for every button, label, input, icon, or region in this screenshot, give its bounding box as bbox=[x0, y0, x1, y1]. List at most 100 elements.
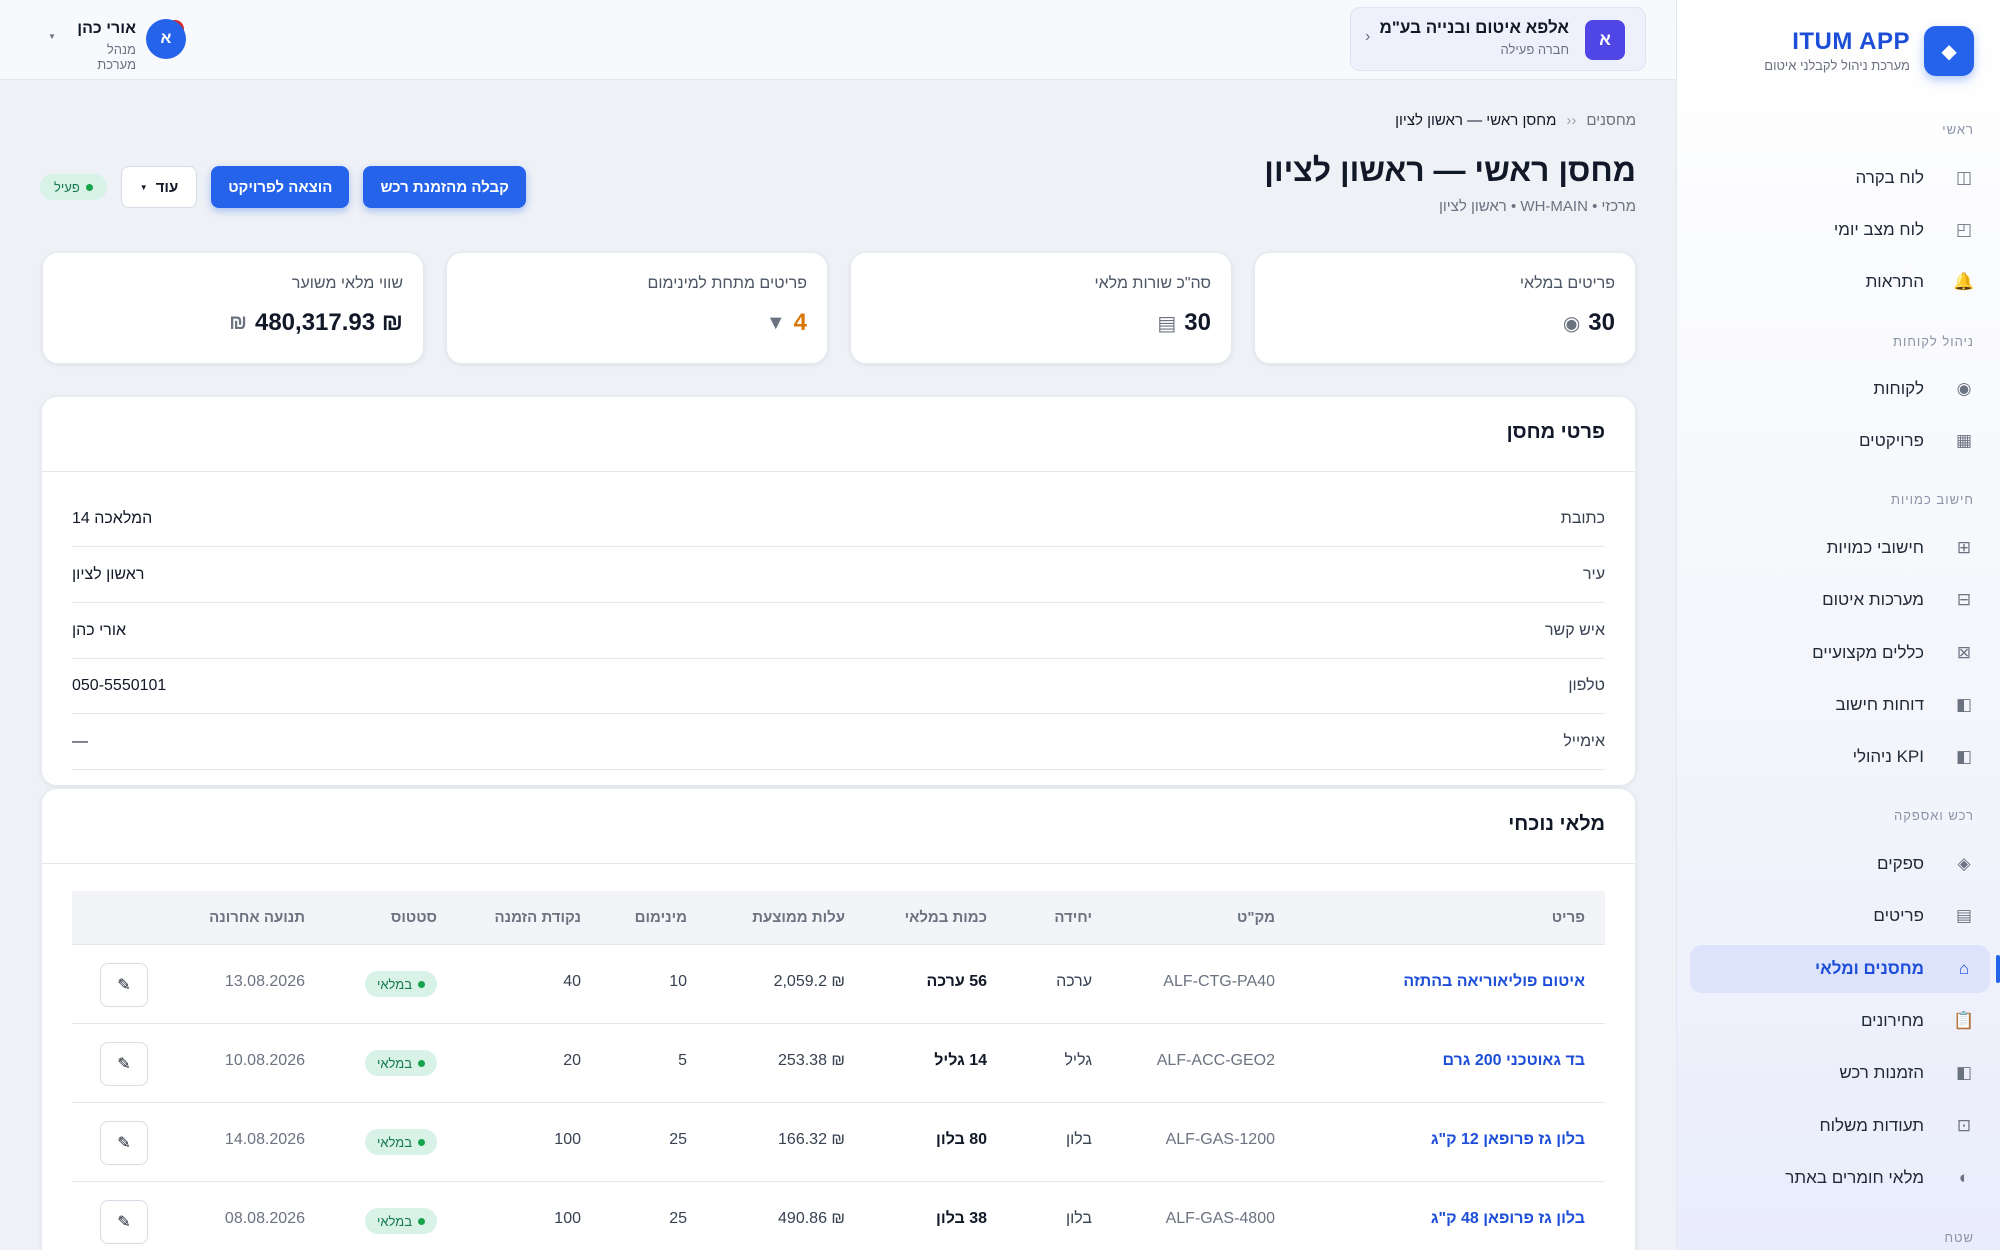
column-header-reorder-point[interactable]: נקודת הזמנה bbox=[494, 909, 581, 926]
item-link[interactable]: בלון גז פרופאן 12 ק"ג bbox=[1430, 1131, 1585, 1148]
edit-pencil-icon[interactable]: ✎ bbox=[100, 1121, 148, 1165]
sidebar-item-kpi[interactable]: ◧ KPI ניהולי bbox=[1690, 733, 1990, 781]
sidebar-item-label: ספקים bbox=[1877, 854, 1924, 873]
stat-value: ₪ 480,317.93 ₪ bbox=[229, 309, 403, 337]
table-row: בד גאוטכני 200 גרם ALF-ACC-GEO2 גליל 14 … bbox=[72, 1024, 1605, 1103]
target-icon: ◉ bbox=[1562, 312, 1581, 335]
unit-cell: גליל bbox=[1064, 1052, 1092, 1069]
column-header-item[interactable]: פריט bbox=[1551, 909, 1585, 926]
qty-cell: 38 בלון bbox=[936, 1210, 987, 1227]
sidebar-item-alerts[interactable]: 🔔 התראות bbox=[1690, 258, 1990, 306]
status-dot-icon bbox=[85, 183, 93, 191]
stat-value: 30 ▤ bbox=[1157, 309, 1211, 337]
nav-section-customers: ניהול לקוחות bbox=[1892, 334, 1974, 349]
sidebar-item-customers[interactable]: ◉ לקוחות bbox=[1690, 365, 1990, 413]
sidebar-item-items[interactable]: ▤ פריטים bbox=[1690, 892, 1990, 940]
sidebar-item-label: לקוחות bbox=[1873, 379, 1924, 398]
status-badge: במלאי bbox=[364, 971, 437, 997]
list-icon: ▤ bbox=[1157, 312, 1177, 335]
nav-section-procurement: רכש ואספקה bbox=[1894, 808, 1974, 823]
rules-icon: ⊠ bbox=[1956, 643, 1972, 662]
unit-cell: בלון bbox=[1065, 1131, 1092, 1148]
company-name: אלפא איטום ובנייה בע"מ bbox=[1379, 18, 1569, 37]
sidebar-item-label: התראות bbox=[1865, 272, 1924, 291]
status-badge: פעיל bbox=[40, 174, 107, 200]
sidebar-item-price-lists[interactable]: 📋 מחירונים bbox=[1690, 997, 1990, 1045]
sidebar-item-warehouses[interactable]: ⌂ מחסנים ומלאי bbox=[1690, 945, 2000, 993]
column-header-last-movement[interactable]: תנועה אחרונה bbox=[209, 909, 305, 926]
purchase-orders-icon: ◧ bbox=[1955, 1063, 1973, 1082]
sidebar-item-label: דוחות חישוב bbox=[1835, 695, 1924, 714]
column-header-minimum[interactable]: מינימום bbox=[634, 909, 687, 926]
customers-icon: ◉ bbox=[1956, 379, 1972, 398]
breadcrumb-parent[interactable]: מחסנים bbox=[1586, 112, 1636, 129]
reports-icon: ◧ bbox=[1955, 695, 1973, 714]
sku-cell: ALF-GAS-4800 bbox=[1165, 1210, 1275, 1227]
edit-pencil-icon[interactable]: ✎ bbox=[100, 1200, 148, 1244]
detail-row-phone: טלפון 050-5550101 bbox=[72, 658, 1605, 714]
item-link[interactable]: בד גאוטכני 200 גרם bbox=[1442, 1052, 1585, 1069]
more-label: עוד bbox=[155, 178, 179, 196]
sidebar-item-quantity-calcs[interactable]: ⊞ חישובי כמויות bbox=[1690, 524, 1990, 572]
sidebar: ◆ ITUM APP מערכת ניהול לקבלני איטום ראשי… bbox=[1676, 0, 2000, 1250]
sidebar-item-suppliers[interactable]: ◈ ספקים bbox=[1690, 840, 1990, 888]
nav-section-main: ראשי bbox=[1942, 122, 1974, 137]
table-row: איטום פוליאוריאה בהתזה ALF-CTG-PA40 ערכה… bbox=[72, 945, 1605, 1024]
receive-from-po-button[interactable]: קבלה מהזמנת רכש bbox=[363, 166, 526, 208]
chevron-down-icon[interactable]: ▼ bbox=[48, 32, 56, 41]
reorder-cell: 100 bbox=[554, 1131, 581, 1148]
sidebar-item-sealing-systems[interactable]: ⊟ מערכות איטום bbox=[1690, 576, 1990, 624]
edit-pencil-icon[interactable]: ✎ bbox=[100, 963, 148, 1007]
column-header-status[interactable]: סטטוס bbox=[390, 909, 437, 926]
sidebar-item-purchase-orders[interactable]: ◧ הזמנות רכש bbox=[1690, 1049, 1990, 1097]
sidebar-item-label: פרויקטים bbox=[1858, 431, 1924, 450]
issue-to-project-button[interactable]: הוצאה לפרויקט bbox=[211, 166, 350, 208]
sidebar-item-site-stock[interactable]: ◐ מלאי חומרים באתר bbox=[1690, 1154, 1990, 1202]
column-header-unit[interactable]: יחידה bbox=[1054, 909, 1092, 926]
user-name[interactable]: אורי כהן bbox=[77, 20, 136, 37]
brand[interactable]: ◆ ITUM APP מערכת ניהול לקבלני איטום bbox=[1703, 24, 1974, 80]
divider bbox=[42, 863, 1635, 864]
sidebar-item-calc-reports[interactable]: ◧ דוחות חישוב bbox=[1690, 681, 1990, 729]
detail-row-email: אימייל — bbox=[72, 714, 1605, 770]
page-actions: פעיל עוד ▼ הוצאה לפרויקט קבלה מהזמנת רכש bbox=[40, 166, 526, 208]
company-switcher[interactable]: א אלפא איטום ובנייה בע"מ חברה פעילה ‹ bbox=[1350, 7, 1646, 71]
brand-name: ITUM APP bbox=[1792, 28, 1910, 55]
page-title: מחסן ראשי — ראשון לציון bbox=[1264, 152, 1636, 188]
sidebar-item-daily-board[interactable]: ◰ לוח מצב יומי bbox=[1690, 206, 1990, 254]
sidebar-item-dashboard[interactable]: ◫ לוח בקרה bbox=[1690, 154, 1990, 202]
stat-label: פריטים מתחת למינימום bbox=[647, 275, 807, 292]
sidebar-item-label: KPI ניהולי bbox=[1852, 747, 1924, 766]
sidebar-item-rules[interactable]: ⊠ כללים מקצועיים bbox=[1690, 629, 1990, 677]
cost-cell: ₪ 2,059.2 bbox=[773, 973, 845, 990]
last-movement-cell: 10.08.2026 bbox=[224, 1052, 305, 1069]
min-cell: 5 bbox=[678, 1052, 687, 1069]
item-link[interactable]: בלון גז פרופאן 48 ק"ג bbox=[1430, 1210, 1585, 1227]
sidebar-item-label: מחסנים ומלאי bbox=[1815, 959, 1924, 978]
warehouse-details-card: פרטי מחסן כתובת המלאכה 14 עיר ראשון לציו… bbox=[41, 396, 1636, 786]
sidebar-item-label: לוח מצב יומי bbox=[1833, 220, 1924, 239]
chevron-left-icon: ‹ bbox=[1365, 28, 1371, 45]
stat-number: 4 bbox=[793, 309, 807, 336]
sidebar-item-label: חישובי כמויות bbox=[1826, 538, 1924, 557]
detail-value: אורי כהן bbox=[72, 621, 127, 639]
sidebar-item-delivery-notes[interactable]: ⊡ תעודות משלוח bbox=[1690, 1102, 1990, 1150]
items-icon: ▤ bbox=[1955, 906, 1973, 925]
column-header-avg-cost[interactable]: עלות ממוצעת bbox=[752, 909, 845, 926]
item-link[interactable]: איטום פוליאוריאה בהתזה bbox=[1403, 973, 1585, 990]
sidebar-item-label: הזמנות רכש bbox=[1839, 1063, 1924, 1082]
column-header-sku[interactable]: מק"ט bbox=[1237, 909, 1275, 926]
current-inventory-card: מלאי נוכחי פריט מק"ט יחידה כמות במלאי על… bbox=[41, 788, 1636, 1250]
more-button[interactable]: עוד ▼ bbox=[120, 166, 198, 208]
user-avatar[interactable]: א bbox=[146, 19, 186, 59]
sidebar-item-projects[interactable]: ▦ פרויקטים bbox=[1690, 417, 1990, 465]
sidebar-item-label: לוח בקרה bbox=[1855, 168, 1924, 187]
sku-cell: ALF-GAS-1200 bbox=[1165, 1131, 1275, 1148]
unit-cell: בלון bbox=[1065, 1210, 1092, 1227]
edit-pencil-icon[interactable]: ✎ bbox=[100, 1042, 148, 1086]
status-label: פעיל bbox=[54, 179, 80, 195]
card-title: מלאי נוכחי bbox=[1508, 813, 1605, 835]
detail-value: — bbox=[72, 732, 88, 750]
column-header-qty[interactable]: כמות במלאי bbox=[904, 909, 987, 926]
status-label: במלאי bbox=[376, 976, 412, 992]
